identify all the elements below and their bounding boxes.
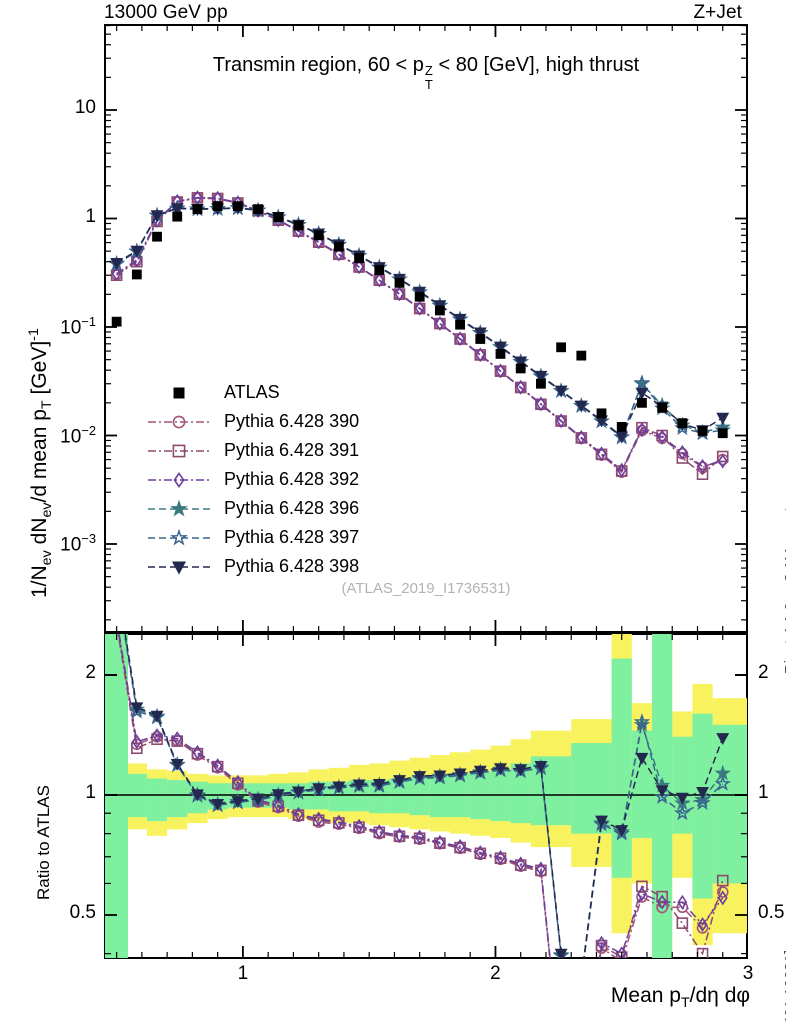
xlab-a-sub: T — [680, 995, 690, 1012]
main-plot-panel — [104, 24, 748, 633]
legend-label-0: ATLAS — [224, 382, 280, 402]
x-axis-label: Mean pT/dη dφ — [611, 984, 750, 1011]
legend-marker-square-icon — [148, 440, 210, 462]
legend-marker-ostar-icon — [148, 527, 210, 549]
legend-marker-circle-icon — [148, 411, 210, 433]
legend-label-4: Pythia 6.428 396 — [224, 498, 360, 518]
y-tick-ratio-right-2: 0.5 — [758, 902, 785, 923]
y-tick-main-0: 10 — [74, 97, 96, 118]
xlab-b: /dη dφ — [689, 984, 750, 1007]
legend-item-0[interactable]: ATLAS — [148, 378, 359, 407]
process-label: Z+Jet — [693, 2, 742, 23]
legend-label-5: Pythia 6.428 397 — [224, 527, 360, 547]
plot-title-sup: Z — [424, 63, 433, 78]
y-tick-ratio-right-0: 2 — [758, 662, 769, 683]
legend-label-3: Pythia 6.428 392 — [224, 469, 360, 489]
legend-marker-diamond-icon — [148, 469, 210, 491]
plot-title-sub: T — [424, 77, 433, 92]
legend-label-1: Pythia 6.428 390 — [224, 411, 360, 431]
beam-energy-label: 13000 GeV pp — [104, 2, 228, 23]
y-tick-ratio-right-1: 1 — [758, 782, 769, 803]
legend-item-6[interactable]: Pythia 6.428 398 — [148, 552, 359, 581]
y-tick-main-3: 10−2 — [60, 422, 96, 447]
y-tick-main-2: 10−1 — [60, 314, 96, 339]
analysis-id-watermark: (ATLAS_2019_I1736531) — [341, 580, 511, 597]
legend-item-1[interactable]: Pythia 6.428 390 — [148, 407, 359, 436]
legend-item-4[interactable]: Pythia 6.428 396 — [148, 494, 359, 523]
legend-marker-fsquare-icon — [148, 382, 210, 404]
y-tick-ratio-left-2: 0.5 — [69, 902, 96, 923]
xlab-a: Mean p — [610, 984, 681, 1007]
legend-marker-fstar-icon — [148, 498, 210, 520]
legend-marker-ftriangle-icon — [148, 556, 210, 578]
x-tick-1: 2 — [490, 963, 501, 984]
x-tick-0: 1 — [237, 963, 249, 984]
legend-item-3[interactable]: Pythia 6.428 392 — [148, 465, 359, 494]
y-tick-main-4: 10−3 — [60, 531, 96, 556]
legend: ATLAS Pythia 6.428 390 Pythia 6.428 391 Pyt… — [148, 378, 359, 581]
x-tick-2: 3 — [742, 963, 754, 984]
plot-title-post: < 80 [GeV], high thrust — [432, 54, 640, 76]
y-tick-ratio-left-0: 2 — [85, 662, 96, 683]
legend-label-6: Pythia 6.428 398 — [224, 556, 360, 576]
y-tick-ratio-left-1: 1 — [85, 782, 96, 803]
plot-title-pre: Transmin region, 60 < p — [212, 54, 424, 76]
y-tick-main-1: 1 — [85, 205, 96, 227]
legend-item-5[interactable]: Pythia 6.428 397 — [148, 523, 359, 552]
legend-item-2[interactable]: Pythia 6.428 391 — [148, 436, 359, 465]
legend-label-2: Pythia 6.428 391 — [224, 440, 360, 460]
